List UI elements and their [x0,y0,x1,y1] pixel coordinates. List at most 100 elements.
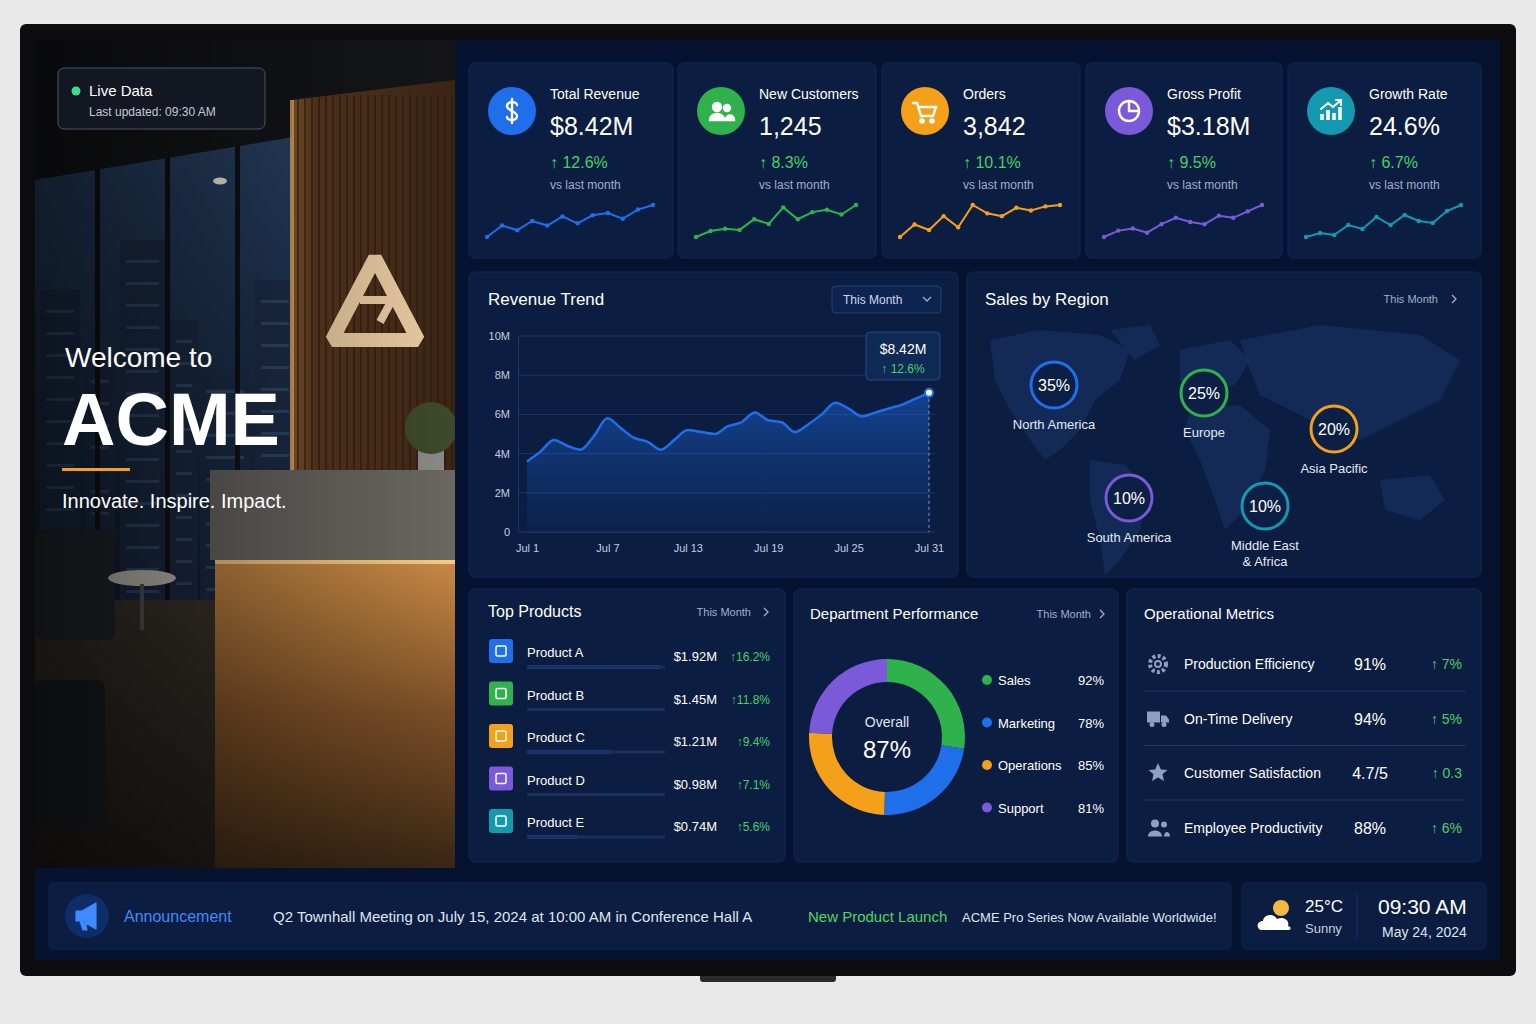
region-name: Europe [1183,425,1225,440]
weather-background [1241,882,1487,950]
kpi-title: Orders [963,86,1006,102]
sparkline-point [941,214,945,218]
x-axis-line [528,532,930,533]
metric-value: 94% [1354,711,1386,728]
glyph [913,103,936,116]
temperature: 25°C [1305,897,1343,916]
x-tick-label: Jul 7 [596,542,619,554]
region-marker: 10%Middle East& Africa [1231,483,1299,569]
sparkline-point [1131,226,1135,230]
region-ring [1242,483,1288,529]
megaphone-icon [76,903,96,930]
sparkline-point [956,225,960,229]
glyph [1321,100,1341,109]
panel-background [469,272,958,577]
region-marker: 25%Europe [1181,370,1227,440]
sparkline-point [1260,203,1264,207]
kpi-title: Growth Rate [1369,86,1448,102]
sparkline-point [1043,204,1047,208]
product-value: $0.74M [674,819,717,834]
chevron [1100,610,1104,618]
legend-value: 92% [1078,673,1104,688]
glyph [930,119,933,122]
metric-value: 91% [1354,656,1386,673]
region-marker: 10%South America [1087,475,1172,545]
clock-date: May 24, 2024 [1382,924,1467,940]
glyph [1150,656,1166,672]
y-tick-label: 0 [504,526,510,538]
kpi-note: vs last month [1167,178,1238,192]
sparkline-point [1304,235,1308,239]
region-name-line: North America [1013,417,1096,432]
sparkline-point [810,210,814,214]
sparkline-point [590,213,594,217]
kpi-icon-glyph [710,103,734,120]
sun [1273,900,1289,916]
sparkline-point [500,223,504,227]
donut [809,659,965,815]
kpi-icon [488,87,536,135]
product-icon [489,767,513,791]
sparkline-line [1104,205,1262,237]
metric-label: Customer Satisfaction [1184,765,1321,781]
metric-change: ↑ 0.3 [1432,765,1463,781]
kpi-card: Gross Profit$3.18M↑ 9.5%vs last month [1086,63,1282,258]
status-text: Live Data [89,82,153,99]
kpi-value: 3,842 [963,112,1026,140]
y-tick: 4M [495,448,518,460]
y-tick-label: 8M [495,369,510,381]
panel-background [469,63,673,258]
product-value: $1.45M [674,692,717,707]
x-tick-label: Jul 25 [834,542,863,554]
filter-text[interactable]: This Month [1384,293,1438,305]
glyph [1119,101,1139,121]
glyph [1155,661,1161,667]
sparkline-point [708,229,712,233]
panel-background [794,589,1118,862]
kpi-change: ↑ 9.5% [1167,154,1216,171]
x-tick-label: Jul 13 [674,542,703,554]
sparkline-point [1029,208,1033,212]
sparkline-point [737,228,741,232]
region-ring [1311,406,1357,452]
bar-track [527,751,665,754]
photo-shade [35,40,455,868]
x-tick: Jul 25 [834,532,863,554]
product-change: ↑7.1% [737,778,771,792]
product-icon-glyph [496,646,506,656]
legend-value: 81% [1078,801,1104,816]
y-tick: 2M [495,487,518,499]
chevron [764,608,768,616]
kpi-title: Total Revenue [550,86,640,102]
dashboard-screen: Live DataLast updated: 09:30 AMWelcome t… [0,0,1536,1024]
filter-text[interactable]: This Month [843,293,902,307]
sparkline-point [1188,220,1192,224]
y-tick: 6M [495,408,518,420]
sparkline-point [575,221,579,225]
y-tick-label: 10M [489,330,510,342]
metric-value: 4.7/5 [1352,765,1388,782]
kpi-change: ↑ 10.1% [963,154,1021,171]
filter-dropdown[interactable]: This Month [832,286,941,313]
product-change: ↑5.6% [737,820,771,834]
screen [35,40,1500,960]
kpi-value: $3.18M [1167,112,1250,140]
status-badge [58,68,265,129]
sparkline-point [752,217,756,221]
megaphone-badge [65,894,109,938]
hover-line [929,393,930,532]
region-value: 35% [1038,377,1070,394]
page: Live DataLast updated: 09:30 AMWelcome t… [0,0,1536,1024]
filter-text[interactable]: This Month [697,606,751,618]
sparkline [1102,203,1264,239]
sparkline-point [723,227,727,231]
glyph [1162,722,1167,727]
filter-box[interactable] [832,286,941,313]
y-tick-label: 6M [495,408,510,420]
tooltip-change: ↑ 12.6% [881,362,925,376]
product-value: $0.98M [674,777,717,792]
sparkline-point [1145,231,1149,235]
filter-text[interactable]: This Month [1037,608,1091,620]
sparkline-point [985,211,989,215]
sparkline-point [621,217,625,221]
